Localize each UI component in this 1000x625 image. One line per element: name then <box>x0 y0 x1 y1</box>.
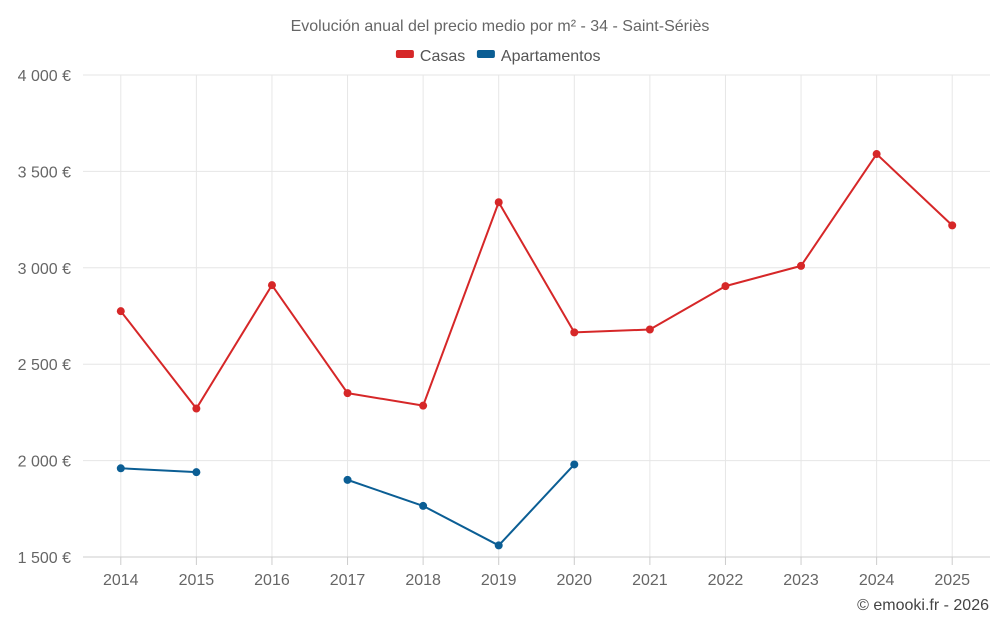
y-tick-label: 2 000 € <box>18 454 71 471</box>
series-casas <box>116 150 957 413</box>
credit-text: © emooki.fr - 2026 <box>857 597 989 614</box>
data-point-casas[interactable] <box>116 307 125 316</box>
series-line-apartamentos <box>120 467 197 474</box>
data-point-casas[interactable] <box>494 198 503 207</box>
data-point-apartamentos[interactable] <box>116 464 125 473</box>
data-point-casas[interactable] <box>419 401 428 410</box>
data-point-casas[interactable] <box>192 404 201 413</box>
legend-label: Apartamentos <box>501 48 601 65</box>
legend-item-casas[interactable]: Casas <box>395 48 465 65</box>
legend-label: Casas <box>420 48 465 65</box>
x-tick-label: 2014 <box>103 572 139 589</box>
data-point-casas[interactable] <box>872 150 881 159</box>
y-tick-label: 3 500 € <box>18 164 71 181</box>
data-point-apartamentos[interactable] <box>343 475 352 484</box>
x-tick-label: 2015 <box>179 572 215 589</box>
data-point-casas[interactable] <box>797 261 806 270</box>
x-tick-label: 2019 <box>481 572 517 589</box>
x-tick-label: 2016 <box>254 572 290 589</box>
x-tick-label: 2020 <box>556 572 592 589</box>
data-point-casas[interactable] <box>645 325 654 334</box>
chart-title: Evolución anual del precio medio por m² … <box>291 18 710 35</box>
x-tick-label: 2022 <box>708 572 744 589</box>
y-tick-label: 3 000 € <box>18 261 71 278</box>
data-point-casas[interactable] <box>570 328 579 337</box>
series-layer <box>116 150 957 550</box>
legend-swatch <box>395 50 414 58</box>
series-line-apartamentos <box>347 463 576 547</box>
grid <box>83 74 990 557</box>
series-apartamentos <box>116 460 579 550</box>
data-point-apartamentos[interactable] <box>494 541 503 550</box>
data-point-apartamentos[interactable] <box>419 501 428 510</box>
legend-swatch <box>476 50 495 58</box>
x-tick-label: 2023 <box>783 572 819 589</box>
data-point-apartamentos[interactable] <box>570 460 579 469</box>
data-point-casas[interactable] <box>721 282 730 291</box>
legend: Casas Apartamentos <box>395 48 601 65</box>
axes: 1 500 € 2 000 € 2 500 € 3 000 € 3 500 € 4 000… <box>18 68 990 589</box>
legend-item-apartamentos[interactable]: Apartamentos <box>476 48 601 65</box>
y-tick-label: 2 500 € <box>18 357 71 374</box>
data-point-apartamentos[interactable] <box>192 468 201 477</box>
x-tick-label: 2021 <box>632 572 668 589</box>
x-tick-label: 2025 <box>934 572 970 589</box>
y-tick-label: 1 500 € <box>18 550 71 567</box>
y-tick-label: 4 000 € <box>18 68 71 85</box>
series-line-casas <box>120 153 953 410</box>
data-point-casas[interactable] <box>343 389 352 398</box>
x-tick-label: 2024 <box>859 572 895 589</box>
x-tick-label: 2018 <box>405 572 441 589</box>
data-point-casas[interactable] <box>267 281 276 290</box>
x-tick-label: 2017 <box>330 572 366 589</box>
data-point-casas[interactable] <box>948 221 957 230</box>
